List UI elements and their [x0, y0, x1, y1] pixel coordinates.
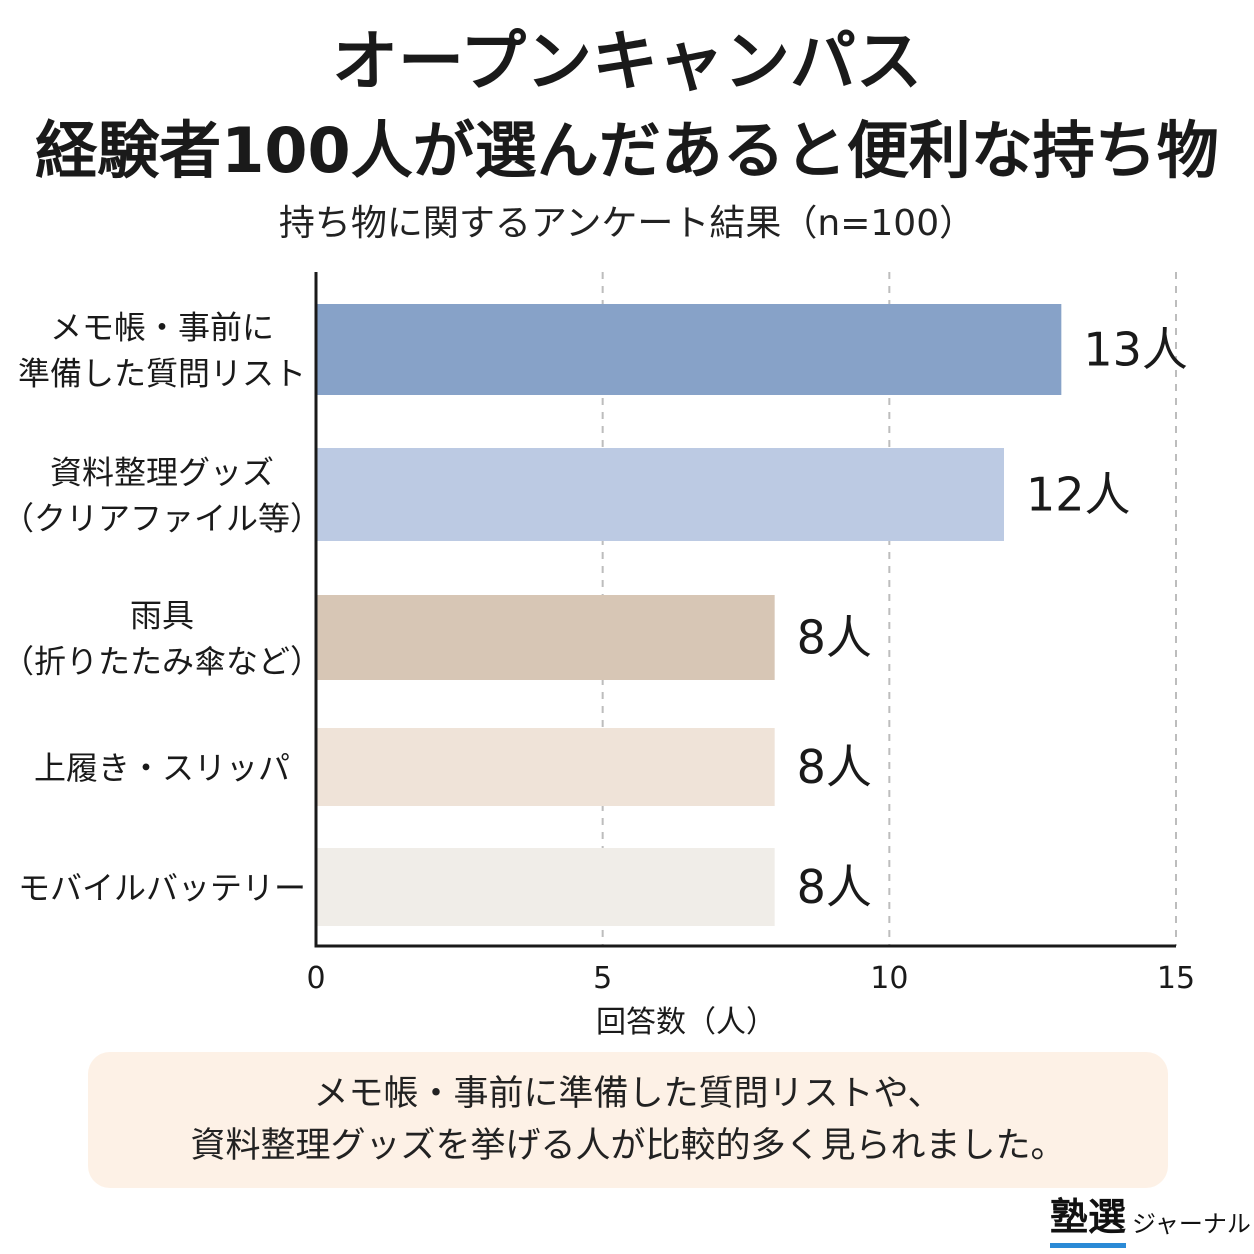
x-tick-label-3: 15 — [1157, 961, 1195, 996]
x-axis-label: 回答数（人） — [596, 1005, 776, 1040]
summary-note-line2: 資料整理グッズを挙げる人が比較的多く見られました。 — [190, 1126, 1066, 1166]
bar-2 — [316, 595, 775, 680]
category-label-4-0: モバイルバッテリー — [18, 869, 306, 907]
x-tick-label-1: 5 — [593, 961, 612, 996]
chart-title-line1: オープンキャンパス — [331, 23, 923, 100]
bar-4 — [316, 848, 775, 926]
bar-0 — [316, 304, 1062, 395]
value-label-2: 8人 — [797, 611, 872, 665]
summary-note: メモ帳・事前に準備した質問リストや、 資料整理グッズを挙げる人が比較的多く見られ… — [88, 1052, 1168, 1188]
chart-title-line2: 経験者100人が選んだあると便利な持ち物 — [35, 114, 1219, 187]
category-label-2-1: （折りたたみ傘など） — [2, 643, 322, 681]
bar-1 — [316, 448, 1004, 541]
category-label-3-0: 上履き・スリッパ — [34, 749, 290, 787]
chart-subtitle: 持ち物に関するアンケート結果（n=100） — [278, 203, 976, 244]
summary-note-line1: メモ帳・事前に準備した質問リストや、 — [313, 1074, 943, 1114]
category-label-1-1: （クリアファイル等） — [2, 500, 322, 538]
x-tick-label-2: 10 — [870, 961, 908, 996]
value-label-3: 8人 — [797, 740, 872, 794]
value-label-0: 13人 — [1083, 323, 1188, 377]
category-label-1-0: 資料整理グッズ — [50, 454, 274, 492]
x-tick-label-0: 0 — [306, 961, 325, 996]
value-label-1: 12人 — [1026, 468, 1131, 522]
category-label-2-0: 雨具 — [130, 597, 194, 635]
value-label-4: 8人 — [797, 860, 872, 914]
bar-3 — [316, 728, 775, 806]
category-label-0-1: 準備した質問リスト — [18, 355, 306, 393]
brand-logo[interactable]: 塾選 ジャーナル — [1050, 1188, 1251, 1248]
brand-logo-sub: ジャーナル — [1132, 1210, 1251, 1238]
category-label-0-0: メモ帳・事前に — [50, 309, 274, 347]
brand-logo-main: 塾選 — [1050, 1193, 1127, 1248]
